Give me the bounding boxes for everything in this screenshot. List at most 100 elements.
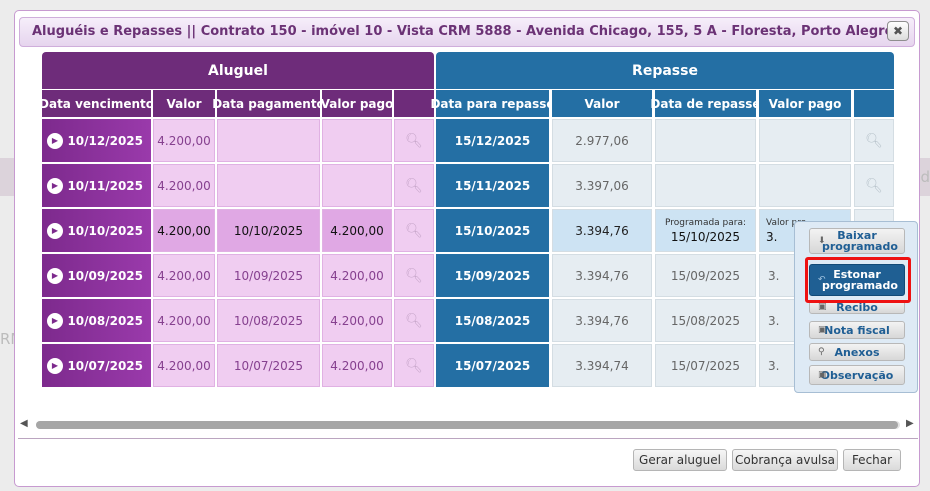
footer-divider bbox=[18, 438, 918, 439]
download-icon: ⬇ bbox=[818, 235, 826, 246]
due-date-text: 10/07/2025 bbox=[67, 358, 143, 373]
printer-icon: ▣ bbox=[818, 324, 827, 335]
scroll-right-icon[interactable]: ▶ bbox=[906, 418, 914, 429]
menu-item-baixar-programado[interactable]: ⬇ Baixar programado bbox=[809, 228, 905, 254]
magnifier-icon[interactable]: 🔍︎ bbox=[394, 164, 434, 207]
repasse-group-header: Repasse bbox=[436, 52, 894, 89]
printer-icon: ▣ bbox=[818, 369, 827, 380]
scroll-left-icon[interactable]: ◀ bbox=[20, 418, 28, 429]
transfer-paid-value bbox=[759, 164, 851, 207]
payment-date: 10/07/2025 bbox=[217, 344, 320, 387]
menu-item-nota-fiscal[interactable]: ▣ Nota fiscal bbox=[809, 321, 905, 339]
fechar-button[interactable]: Fechar bbox=[843, 449, 901, 471]
menu-item-observação[interactable]: ▣ Observação bbox=[809, 365, 905, 385]
transfer-value: 3.394,76 bbox=[552, 299, 652, 342]
highlight-box bbox=[805, 257, 911, 303]
transfer-value: 3.394,76 bbox=[552, 254, 652, 297]
paperclip-icon: ⚲ bbox=[818, 346, 825, 357]
row-due-date[interactable]: ▶ 10/08/2025 bbox=[42, 299, 151, 342]
transfer-value: 2.977,06 bbox=[552, 119, 652, 162]
rent-value: 4.200,00 bbox=[153, 119, 215, 162]
aluguel-column-header: Data vencimento bbox=[39, 90, 154, 117]
magnifier-icon[interactable]: 🔍︎ bbox=[394, 119, 434, 162]
scheduled-transfer: Programada para: 15/10/2025 bbox=[655, 209, 756, 252]
repasse-column-header bbox=[854, 90, 894, 117]
due-date-text: 10/08/2025 bbox=[67, 313, 143, 328]
repasse-column-header: Valor bbox=[552, 90, 652, 117]
paid-value: 4.200,00 bbox=[322, 344, 392, 387]
aluguel-column-header: Valor bbox=[153, 90, 215, 117]
rent-value: 4.200,00 bbox=[153, 299, 215, 342]
scroll-track[interactable] bbox=[36, 421, 900, 429]
repasse-column-header: Data para repasse bbox=[430, 90, 555, 117]
transfer-date[interactable]: 15/12/2025 bbox=[436, 119, 549, 162]
due-date-text: 10/12/2025 bbox=[67, 133, 143, 148]
play-circle-icon[interactable]: ▶ bbox=[47, 267, 63, 284]
transfer-date[interactable]: 15/09/2025 bbox=[436, 254, 549, 297]
scheduled-date: 15/10/2025 bbox=[670, 229, 741, 244]
undo-icon: ↶ bbox=[818, 274, 826, 285]
play-circle-icon[interactable]: ▶ bbox=[47, 132, 63, 149]
cobranca-avulsa-button[interactable]: Cobrança avulsa bbox=[732, 449, 838, 471]
transfer-date[interactable]: 15/08/2025 bbox=[436, 299, 549, 342]
transfer-date[interactable]: 15/07/2025 bbox=[436, 344, 549, 387]
play-circle-icon[interactable]: ▶ bbox=[47, 222, 63, 239]
row-due-date[interactable]: ▶ 10/10/2025 bbox=[42, 209, 151, 252]
transfer-paid-value bbox=[759, 119, 851, 162]
paid-value: 4.200,00 bbox=[322, 209, 392, 252]
transfer-done-date bbox=[655, 119, 756, 162]
magnifier-icon[interactable]: 🔍︎ bbox=[394, 299, 434, 342]
transfer-done-date: 15/09/2025 bbox=[655, 254, 756, 297]
transfer-done-date: 15/07/2025 bbox=[655, 344, 756, 387]
scheduled-label: Programada para: bbox=[664, 217, 747, 228]
menu-item-label: Anexos bbox=[834, 345, 880, 359]
play-circle-icon[interactable]: ▶ bbox=[47, 177, 63, 194]
action-popup-menu: ⬇ Baixar programado ↶ Estonar programado ▣ Re… bbox=[794, 221, 918, 393]
menu-item-label: Recibo bbox=[836, 300, 878, 314]
row-due-date[interactable]: ▶ 10/11/2025 bbox=[42, 164, 151, 207]
due-date-text: 10/10/2025 bbox=[67, 223, 143, 238]
gerar-aluguel-button[interactable]: Gerar aluguel bbox=[633, 449, 727, 471]
row-due-date[interactable]: ▶ 10/12/2025 bbox=[42, 119, 151, 162]
dialog-title: Aluguéis e Repasses || Contrato 150 - im… bbox=[32, 24, 909, 39]
due-date-text: 10/11/2025 bbox=[67, 178, 143, 193]
magnifier-icon[interactable]: 🔍︎ bbox=[394, 254, 434, 297]
paid-value bbox=[322, 119, 392, 162]
scroll-thumb[interactable] bbox=[36, 421, 898, 429]
payment-date: 10/09/2025 bbox=[217, 254, 320, 297]
row-due-date[interactable]: ▶ 10/09/2025 bbox=[42, 254, 151, 297]
menu-item-anexos[interactable]: ⚲ Anexos bbox=[809, 343, 905, 361]
play-circle-icon[interactable]: ▶ bbox=[47, 312, 63, 329]
due-date-text: 10/09/2025 bbox=[67, 268, 143, 283]
transfer-date[interactable]: 15/11/2025 bbox=[436, 164, 549, 207]
play-circle-icon[interactable]: ▶ bbox=[47, 357, 63, 374]
menu-item-label: Nota fiscal bbox=[824, 323, 890, 337]
menu-item-label: Baixar programado bbox=[822, 229, 898, 253]
repasse-column-header: Data de repasse bbox=[650, 90, 761, 117]
aluguel-column-header: Valor pago bbox=[321, 90, 393, 117]
magnifier-icon[interactable]: 🔍︎ bbox=[394, 344, 434, 387]
repasse-column-header: Valor pago bbox=[759, 90, 851, 117]
aluguel-group-header: Aluguel bbox=[42, 52, 434, 89]
transfer-date[interactable]: 15/10/2025 bbox=[436, 209, 549, 252]
payment-date bbox=[217, 119, 320, 162]
magnifier-icon[interactable]: 🔍︎ bbox=[394, 209, 434, 252]
payment-date bbox=[217, 164, 320, 207]
dialog-titlebar[interactable]: Aluguéis e Repasses || Contrato 150 - im… bbox=[19, 17, 915, 47]
row-due-date[interactable]: ▶ 10/07/2025 bbox=[42, 344, 151, 387]
transfer-value: 3.394,76 bbox=[552, 209, 652, 252]
menu-item-label: Estonar programado bbox=[822, 268, 898, 292]
transfer-done-date: 15/08/2025 bbox=[655, 299, 756, 342]
close-button[interactable]: ✖ bbox=[887, 21, 909, 41]
transfer-done-date bbox=[655, 164, 756, 207]
printer-icon: ▣ bbox=[818, 301, 827, 312]
magnifier-icon[interactable]: 🔍︎ bbox=[854, 119, 894, 162]
aluguel-column-header: Data pagamento bbox=[212, 90, 325, 117]
paid-value: 4.200,00 bbox=[322, 254, 392, 297]
transfer-value: 3.394,74 bbox=[552, 344, 652, 387]
rent-value: 4.200,00 bbox=[153, 344, 215, 387]
menu-item-estonar-programado[interactable]: ↶ Estonar programado bbox=[809, 264, 905, 296]
magnifier-icon[interactable]: 🔍︎ bbox=[854, 164, 894, 207]
rent-value: 4.200,00 bbox=[153, 164, 215, 207]
horizontal-scrollbar[interactable]: ◀ ▶ bbox=[20, 418, 916, 432]
